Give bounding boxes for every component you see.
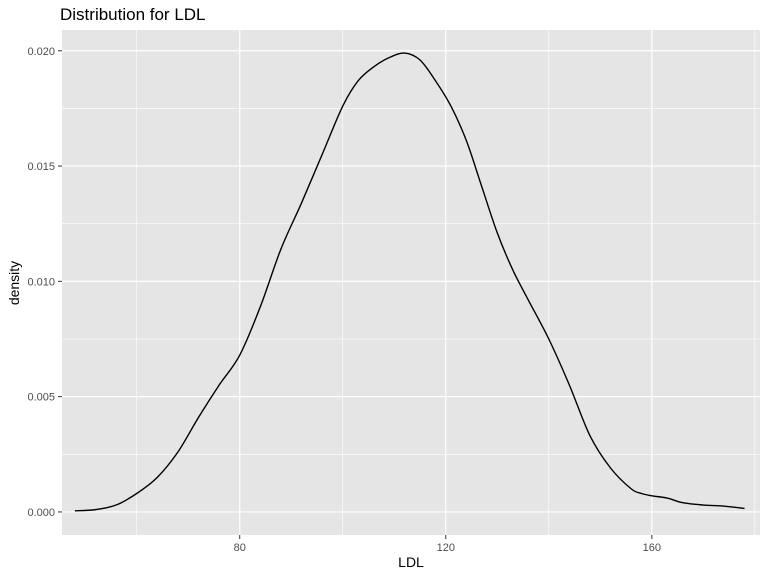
y-tick-label: 0.010 <box>27 276 55 288</box>
minor-gridlines <box>62 30 760 535</box>
chart-title: Distribution for LDL <box>60 5 206 24</box>
major-gridlines <box>62 30 760 535</box>
y-axis: 0.000 0.005 0.010 0.015 0.020 <box>27 46 62 519</box>
x-tick-label: 80 <box>234 542 246 554</box>
x-axis: 80 120 160 <box>234 535 661 554</box>
x-axis-title: LDL <box>398 554 424 570</box>
y-tick-label: 0.000 <box>27 507 55 519</box>
y-tick-label: 0.015 <box>27 161 55 173</box>
x-tick-label: 160 <box>643 542 661 554</box>
density-line <box>74 52 745 512</box>
y-tick-label: 0.020 <box>27 46 55 58</box>
series-layer <box>74 52 745 512</box>
y-tick-label: 0.005 <box>27 392 55 404</box>
y-axis-title: density <box>6 261 22 305</box>
plot-panel <box>62 30 760 535</box>
x-tick-label: 120 <box>437 542 455 554</box>
